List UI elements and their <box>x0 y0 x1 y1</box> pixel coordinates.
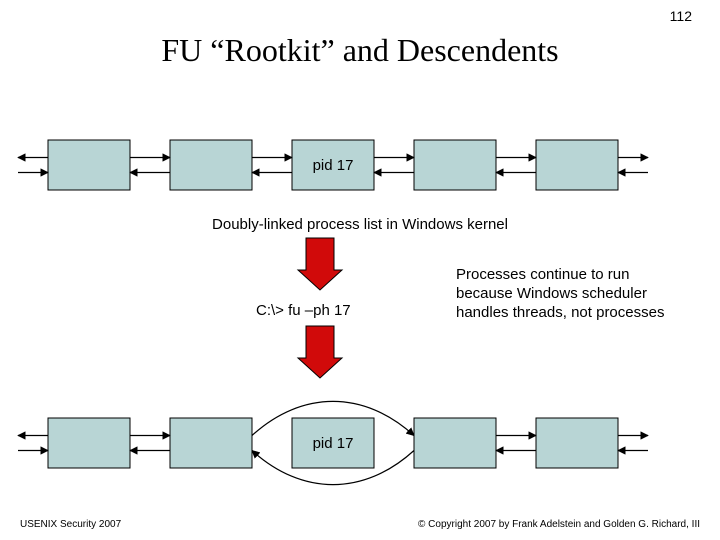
diagram-svg: pid 17 pid 17 <box>0 0 720 540</box>
svg-text:pid 17: pid 17 <box>313 435 354 452</box>
svg-text:pid 17: pid 17 <box>313 157 354 174</box>
